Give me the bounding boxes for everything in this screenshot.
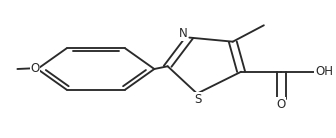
Text: O: O [277,98,286,111]
Text: OH: OH [315,65,333,78]
Text: S: S [194,93,201,106]
Text: N: N [179,27,188,40]
Text: O: O [31,62,40,75]
